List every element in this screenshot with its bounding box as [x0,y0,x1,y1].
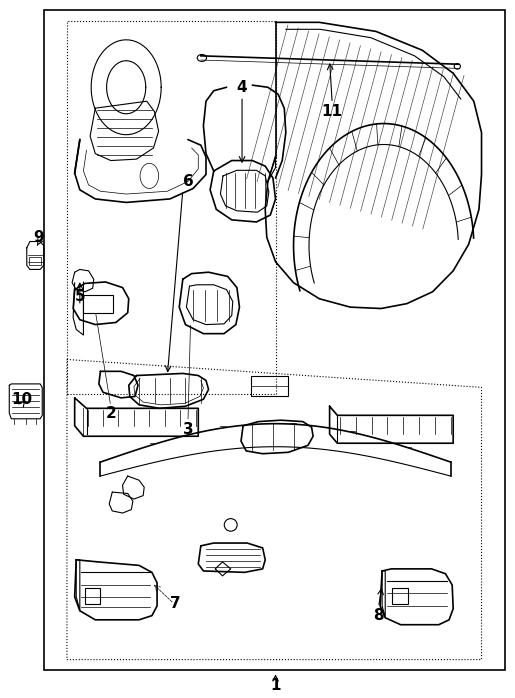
Bar [67,21,276,394]
Ellipse shape [197,54,207,61]
Text: 5: 5 [75,289,85,304]
Bar [29,257,41,265]
Bar [85,588,100,604]
Text: 4: 4 [237,80,247,95]
Ellipse shape [454,64,460,69]
Text: 10: 10 [11,392,32,407]
Bar [251,376,288,396]
Text: 9: 9 [33,230,44,245]
Text: 8: 8 [373,608,384,623]
Text: 2: 2 [106,406,116,421]
Text: 1: 1 [270,678,281,693]
Text: 6: 6 [183,174,193,189]
Bar [83,295,113,313]
Text: 11: 11 [322,104,342,119]
Bar [392,588,408,604]
Text: 7: 7 [170,596,180,611]
Bar [44,10,505,670]
Text: 3: 3 [183,422,193,437]
